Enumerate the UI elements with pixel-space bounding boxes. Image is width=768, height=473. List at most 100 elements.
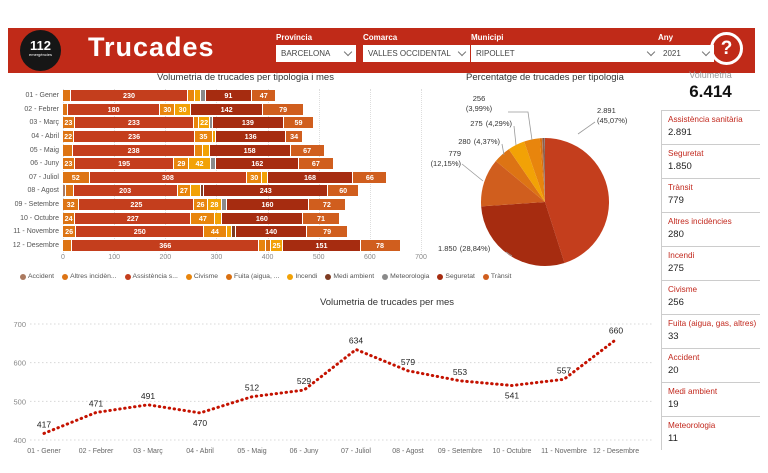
bar-segment[interactable]: 136 — [216, 131, 285, 143]
bar-segment[interactable] — [194, 144, 202, 156]
pie-slice[interactable] — [495, 149, 545, 202]
legend-item[interactable]: Fuita (aigua, ... — [226, 273, 279, 280]
bar-segment[interactable]: 42 — [189, 158, 210, 170]
bar-segment[interactable] — [63, 185, 66, 197]
comarca-select[interactable]: VALLES OCCIDENTAL — [363, 45, 470, 62]
pie-slice[interactable] — [481, 161, 545, 207]
pie-slice[interactable] — [545, 138, 610, 263]
bar-segment[interactable] — [200, 90, 205, 102]
bar-segment[interactable]: 30 — [175, 103, 190, 115]
bar-segment[interactable]: 168 — [267, 171, 353, 183]
bar-segment[interactable]: 23 — [63, 117, 74, 129]
bar-segment[interactable]: 66 — [353, 171, 387, 183]
bar-segment[interactable]: 26 — [63, 226, 76, 238]
bar-segment[interactable]: 140 — [235, 226, 307, 238]
bar-segment[interactable]: 139 — [212, 117, 283, 129]
bar-segment[interactable] — [215, 212, 221, 224]
municipi-select[interactable]: RIPOLLET — [471, 45, 659, 62]
bar-segment[interactable]: 79 — [307, 226, 347, 238]
bar-segment[interactable] — [210, 117, 212, 129]
bar-segment[interactable]: 195 — [74, 158, 174, 170]
pie-slice[interactable] — [524, 138, 545, 202]
bar-segment[interactable] — [195, 90, 200, 102]
bar-segment[interactable]: 30 — [247, 171, 262, 183]
legend-item[interactable]: Incendi — [287, 273, 317, 280]
bar-segment[interactable] — [63, 90, 70, 102]
bar-segment[interactable] — [188, 90, 195, 102]
bar-segment[interactable] — [222, 199, 227, 211]
bar-segment[interactable]: 47 — [252, 90, 276, 102]
bar-segment[interactable]: 22 — [63, 131, 74, 143]
bar-segment[interactable]: 27 — [177, 185, 191, 197]
bar-segment[interactable] — [210, 158, 216, 170]
bar-segment[interactable] — [63, 144, 73, 156]
legend-item[interactable]: Accident — [20, 273, 54, 280]
bar-segment[interactable]: 34 — [285, 131, 303, 143]
bar-segment[interactable]: 203 — [73, 185, 177, 197]
bar-segment[interactable] — [193, 117, 199, 129]
legend-item[interactable]: Altres incidèn... — [62, 273, 117, 280]
any-select[interactable]: 2021 — [658, 45, 714, 62]
legend-item[interactable]: Trànsit — [482, 273, 511, 280]
bar-segment[interactable]: 28 — [207, 199, 222, 211]
bar-segment[interactable] — [265, 239, 270, 251]
bar-segment[interactable]: 233 — [74, 117, 193, 129]
bar-segment[interactable]: 366 — [72, 239, 259, 251]
bar-segment[interactable]: 72 — [308, 199, 345, 211]
legend-item[interactable]: Medi ambient — [325, 273, 374, 280]
pie-slice[interactable] — [481, 202, 565, 267]
bar-segment[interactable]: 25 — [270, 239, 283, 251]
help-button[interactable]: ? — [710, 32, 743, 65]
pie-slice[interactable] — [539, 138, 545, 202]
legend-item[interactable]: Assistència s... — [124, 273, 178, 280]
bar-segment[interactable]: 162 — [216, 158, 299, 170]
bar-segment[interactable] — [202, 144, 209, 156]
bar-segment[interactable]: 30 — [160, 103, 175, 115]
bar-segment[interactable]: 238 — [73, 144, 194, 156]
bar-segment[interactable]: 230 — [70, 90, 188, 102]
pie-slice[interactable] — [541, 138, 545, 202]
bar-segment[interactable]: 236 — [74, 131, 194, 143]
bar-segment[interactable]: 78 — [360, 239, 400, 251]
bar-segment[interactable] — [226, 226, 231, 238]
bar-segment[interactable] — [63, 103, 68, 115]
bar-segment[interactable]: 60 — [328, 185, 359, 197]
bar-segment[interactable]: 59 — [283, 117, 314, 129]
bar-segment[interactable]: 227 — [75, 212, 191, 224]
pie-slice[interactable] — [543, 138, 545, 202]
bar-segment[interactable] — [63, 239, 72, 251]
bar-segment[interactable]: 24 — [63, 212, 75, 224]
pie-slice[interactable] — [508, 141, 545, 203]
bar-segment[interactable] — [201, 185, 204, 197]
bar-segment[interactable]: 308 — [89, 171, 247, 183]
bar-segment[interactable]: 52 — [63, 171, 89, 183]
bar-segment[interactable] — [212, 131, 216, 143]
bar-segment[interactable] — [191, 185, 201, 197]
bar-segment[interactable]: 79 — [263, 103, 303, 115]
bar-segment[interactable]: 32 — [63, 199, 79, 211]
bar-segment[interactable]: 250 — [76, 226, 204, 238]
bar-segment[interactable]: 67 — [299, 158, 333, 170]
bar-segment[interactable] — [231, 226, 235, 238]
bar-segment[interactable]: 225 — [79, 199, 194, 211]
bar-segment[interactable]: 29 — [174, 158, 189, 170]
bar-segment[interactable]: 160 — [221, 212, 303, 224]
bar-segment[interactable] — [259, 239, 265, 251]
bar-segment[interactable]: 67 — [290, 144, 324, 156]
bar-segment[interactable] — [66, 185, 73, 197]
bar-segment[interactable]: 71 — [303, 212, 339, 224]
bar-segment[interactable]: 47 — [191, 212, 215, 224]
bar-segment[interactable]: 26 — [194, 199, 207, 211]
legend-item[interactable]: Seguretat — [437, 273, 475, 280]
bar-segment[interactable]: 35 — [194, 131, 212, 143]
bar-segment[interactable]: 142 — [190, 103, 263, 115]
legend-item[interactable]: Civisme — [185, 273, 218, 280]
legend-item[interactable]: Meteorologia — [382, 273, 429, 280]
bar-segment[interactable]: 243 — [204, 185, 328, 197]
bar-segment[interactable]: 160 — [227, 199, 308, 211]
bar-segment[interactable]: 91 — [205, 90, 252, 102]
provincia-select[interactable]: BARCELONA — [276, 45, 356, 62]
bar-segment[interactable]: 23 — [63, 158, 74, 170]
bar-segment[interactable]: 158 — [209, 144, 290, 156]
bar-segment[interactable]: 180 — [68, 103, 160, 115]
